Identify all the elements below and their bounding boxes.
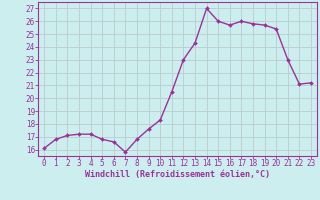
X-axis label: Windchill (Refroidissement éolien,°C): Windchill (Refroidissement éolien,°C) (85, 170, 270, 179)
